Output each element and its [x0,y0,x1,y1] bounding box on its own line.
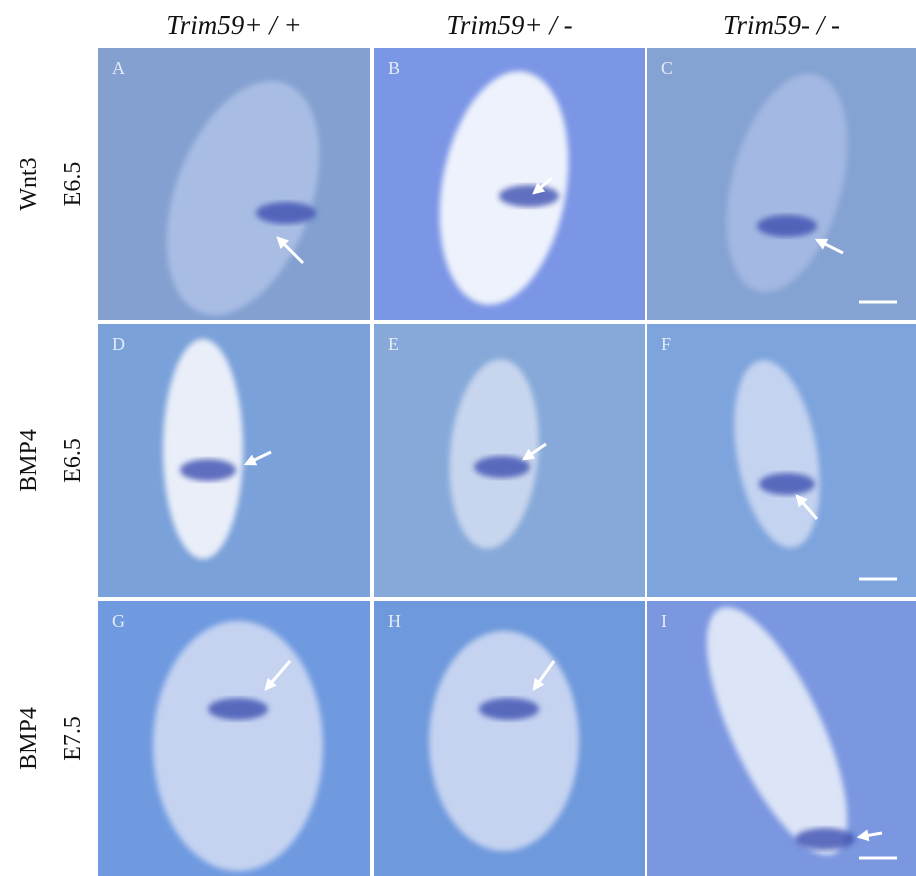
panel-letter: I [661,611,667,631]
panel-letter: H [388,611,401,631]
image-panel: C [647,48,916,320]
embryo [163,339,243,559]
stain-band [795,828,855,850]
panel-letter: D [112,334,125,354]
stain-band [474,456,530,478]
stain-band [499,185,559,207]
stain-band [757,215,817,237]
image-panel: I [647,590,916,876]
stain-band [256,202,316,224]
column-header: Trim59+ / + [166,10,301,40]
row-stage-label: E6.5 [60,162,86,207]
image-panel: A [98,48,370,336]
panel-letter: A [112,58,125,78]
image-panel: F [647,324,916,597]
row-stage-label: E7.5 [60,716,86,761]
panel-letter: B [388,58,400,78]
row-gene-label: BMP4 [16,429,42,492]
panel-letter: C [661,58,673,78]
image-panel: G [98,601,370,876]
stain-band [208,698,268,720]
stain-band [479,698,539,720]
column-header: Trim59- / - [723,10,840,40]
stain-band [180,459,236,481]
row-gene-label: BMP4 [16,707,42,770]
embryo [429,631,579,851]
stain-band [759,473,815,495]
image-panel: D [98,324,370,597]
column-header: Trim59+ / - [446,10,572,40]
embryo [153,621,323,871]
figure: Trim59+ / + Trim59+ / - Trim59- / - Wnt3 E6.… [0,0,916,876]
image-panel: B [374,48,645,320]
panel-letter: E [388,334,399,354]
row-stage-label: E6.5 [60,438,86,483]
row-gene-label: Wnt3 [16,157,42,210]
image-panel: H [374,601,645,876]
image-panel: E [374,324,645,597]
panel-letter: F [661,334,671,354]
panel-letter: G [112,611,125,631]
